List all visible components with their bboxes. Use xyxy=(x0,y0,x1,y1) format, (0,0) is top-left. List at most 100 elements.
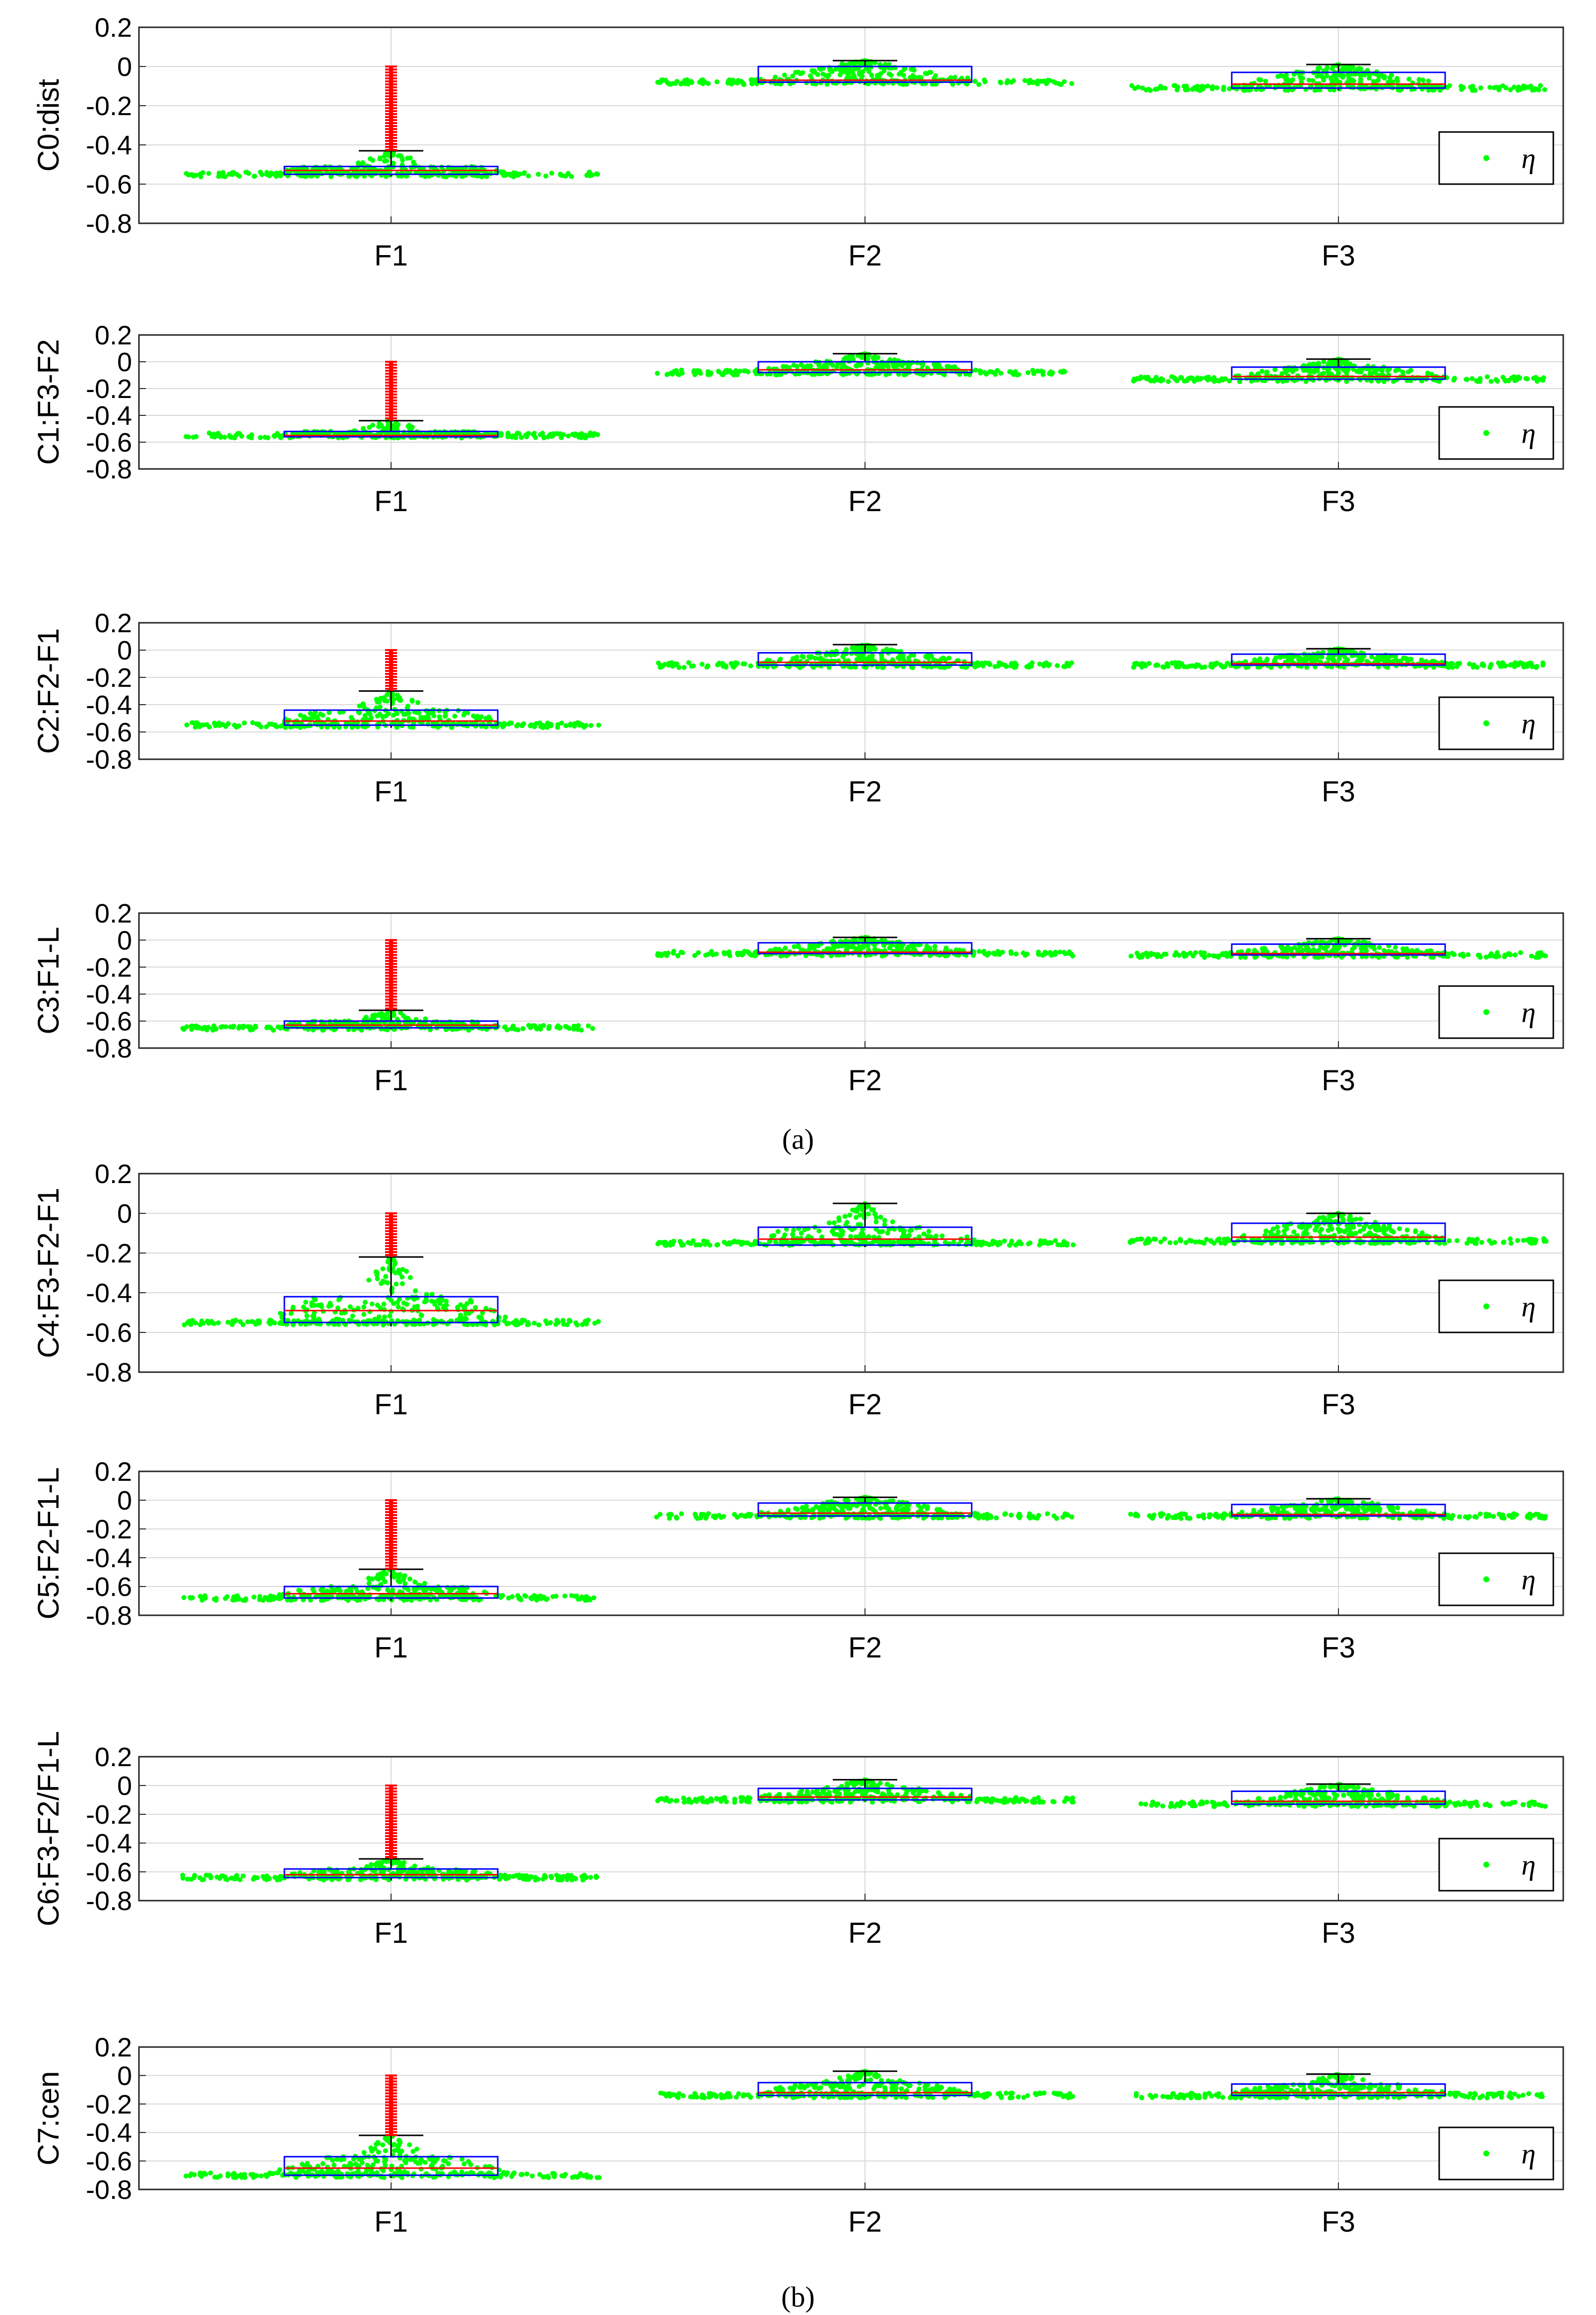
data-point xyxy=(1404,946,1409,951)
data-point xyxy=(881,68,887,73)
data-point xyxy=(415,1304,420,1309)
data-point xyxy=(468,1299,474,1305)
data-point xyxy=(705,372,711,377)
data-point xyxy=(370,158,376,163)
caption-a: (a) xyxy=(782,1123,814,1155)
data-point xyxy=(1043,949,1048,955)
data-point xyxy=(1397,87,1403,93)
data-point xyxy=(733,80,739,85)
data-point xyxy=(1511,374,1516,380)
data-point xyxy=(1227,378,1232,384)
data-point xyxy=(544,1321,550,1326)
data-point xyxy=(1395,78,1400,84)
data-point xyxy=(1371,79,1376,84)
data-point xyxy=(272,1320,277,1325)
data-point xyxy=(355,160,361,166)
data-point xyxy=(748,663,753,668)
data-point xyxy=(1205,83,1210,89)
data-point xyxy=(899,944,905,949)
ytick-label: -0.6 xyxy=(86,718,132,747)
data-point xyxy=(245,1024,251,1029)
data-point xyxy=(723,369,729,375)
data-point xyxy=(733,660,738,665)
data-point xyxy=(382,1279,388,1285)
data-point xyxy=(1507,951,1512,956)
data-point xyxy=(1495,379,1500,384)
data-point xyxy=(1358,66,1363,71)
data-point xyxy=(883,62,888,67)
data-point xyxy=(840,68,846,74)
data-point xyxy=(948,75,953,80)
data-point xyxy=(367,425,372,430)
data-point xyxy=(1540,662,1546,668)
data-point xyxy=(508,173,514,178)
data-point xyxy=(1191,953,1196,959)
data-point xyxy=(1321,359,1327,364)
data-point xyxy=(510,1023,516,1029)
data-point xyxy=(304,1313,310,1319)
ytick-label: -0.2 xyxy=(86,91,132,121)
data-point xyxy=(594,171,599,177)
data-point xyxy=(850,944,855,950)
data-point xyxy=(665,950,671,956)
data-point xyxy=(1409,948,1415,953)
data-point xyxy=(516,431,522,436)
data-point xyxy=(361,426,366,431)
data-point xyxy=(919,75,924,80)
box-iqr xyxy=(1231,71,1446,89)
ytick-label: 0 xyxy=(117,636,132,665)
data-point xyxy=(945,364,950,370)
data-point xyxy=(790,73,796,79)
xtick-label-F3: F3 xyxy=(1322,485,1355,518)
data-point xyxy=(847,68,852,74)
data-point xyxy=(577,723,582,728)
data-point xyxy=(1372,946,1377,952)
data-point xyxy=(1287,658,1292,663)
legend-box xyxy=(1438,985,1554,1039)
data-point xyxy=(662,661,667,667)
data-point xyxy=(1256,371,1261,377)
outliers xyxy=(385,649,397,691)
data-point xyxy=(311,1314,317,1320)
data-point xyxy=(1206,953,1212,958)
data-point xyxy=(379,1011,384,1016)
data-point xyxy=(1330,79,1335,84)
data-point xyxy=(1069,81,1074,86)
data-point xyxy=(997,660,1002,665)
data-point xyxy=(386,711,391,717)
data-point xyxy=(1467,661,1472,666)
data-point xyxy=(222,435,227,440)
data-point xyxy=(910,73,916,78)
data-point xyxy=(722,951,727,957)
data-point xyxy=(388,1309,394,1314)
data-point xyxy=(1478,85,1483,91)
data-point xyxy=(872,354,878,359)
data-point xyxy=(1013,951,1019,957)
data-point xyxy=(885,647,890,653)
data-point xyxy=(396,153,401,158)
data-point xyxy=(416,165,422,170)
data-point xyxy=(655,79,661,85)
data-point xyxy=(827,67,833,72)
data-point xyxy=(900,655,905,661)
xtick-label-F1: F1 xyxy=(374,485,408,518)
data-point xyxy=(573,431,578,437)
box-F1 xyxy=(184,66,600,180)
data-point xyxy=(1046,78,1051,84)
plot-frame xyxy=(138,26,1564,224)
data-point xyxy=(585,433,590,439)
data-point xyxy=(1372,369,1378,374)
data-point xyxy=(1326,362,1331,368)
data-point xyxy=(1487,664,1493,670)
data-point xyxy=(424,1298,429,1304)
data-point xyxy=(1295,373,1300,379)
data-point xyxy=(1367,75,1372,81)
data-point xyxy=(1341,65,1346,70)
data-point xyxy=(326,1304,332,1309)
data-point xyxy=(872,647,878,652)
data-point xyxy=(520,1318,525,1323)
data-point xyxy=(436,1298,441,1303)
ytick-label: -0.6 xyxy=(86,1318,132,1348)
data-point xyxy=(588,723,594,728)
